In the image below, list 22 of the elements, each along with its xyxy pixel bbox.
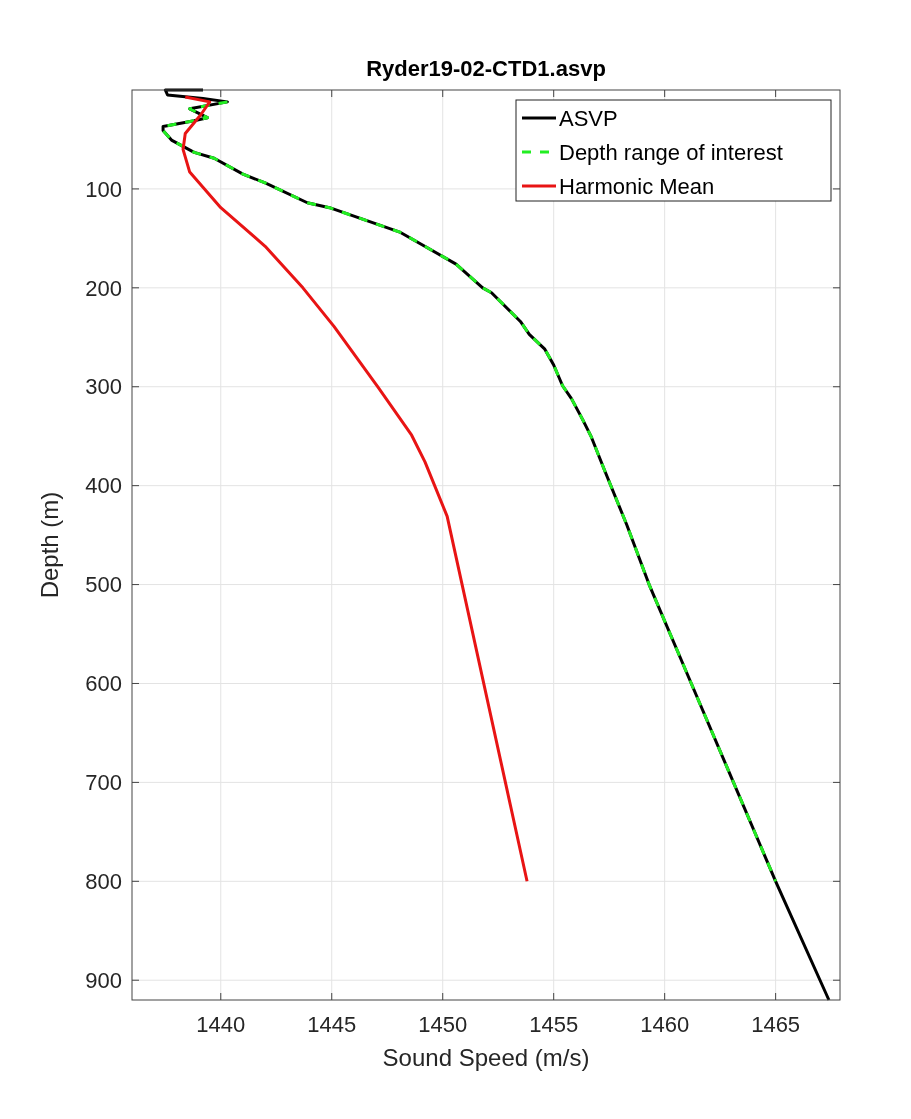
y-tick-label: 800 [85,869,122,894]
y-tick-label: 900 [85,967,122,993]
legend-label: Depth range of interest [559,139,783,165]
x-tick-label: 1445 [307,1012,357,1037]
x-tick-label: 1450 [418,1012,468,1037]
legend-label: Harmonic Mean [559,173,715,199]
y-axis-title: Depth (m) [36,491,63,599]
x-tick-label: 1440 [196,1012,246,1037]
chart-title: Ryder19-02-CTD1.asvp [366,56,606,81]
y-tick-label: 700 [85,770,122,796]
y-tick-label: 200 [85,275,122,301]
x-axis-title: Sound Speed (m/s) [382,1044,590,1071]
y-tick-label: 300 [85,374,122,400]
y-tick-label: 600 [85,671,122,697]
legend-label: ASVP [559,105,618,131]
line-series [181,95,529,883]
y-tick-label: 500 [85,572,122,598]
y-tick-label: 400 [85,473,122,499]
y-tick-label: 100 [85,176,122,202]
x-tick-label: 1460 [640,1012,690,1037]
x-tick-label: 1455 [529,1012,579,1037]
x-tick-label: 1465 [751,1012,801,1037]
